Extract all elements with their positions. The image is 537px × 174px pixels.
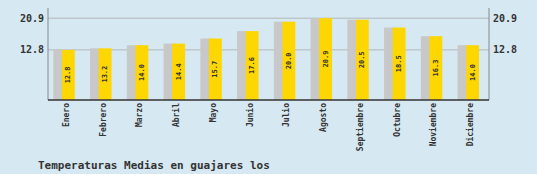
bar: [62, 50, 75, 100]
x-tick-label: Septiembre: [355, 103, 365, 151]
x-tick-label: Abril: [171, 103, 181, 127]
x-tick-label: Diciembre: [465, 103, 475, 147]
data-label: 15.7: [211, 61, 219, 78]
y-tick-label: 12.8: [20, 44, 44, 55]
x-tick-label: Febrero: [99, 103, 108, 137]
title: Temperaturas Medias en guajares los: [38, 159, 270, 172]
bar: [172, 44, 185, 100]
y2-axis-line: [489, 8, 490, 100]
bar: [429, 36, 442, 100]
bar: [135, 45, 148, 100]
x-tick-label: Agosto: [319, 103, 328, 132]
data-label: 12.8: [64, 67, 72, 84]
background: [0, 0, 537, 174]
bar: [246, 31, 259, 100]
y-axis-line: [48, 8, 49, 100]
bar: [356, 20, 369, 100]
data-label: 20.0: [285, 52, 293, 69]
data-label: 14.4: [175, 63, 183, 80]
data-label: 17.6: [248, 57, 256, 74]
data-label: 20.5: [358, 51, 366, 68]
data-label: 13.2: [101, 66, 109, 83]
grid-line: [48, 18, 489, 19]
bar: [282, 22, 295, 100]
y2-tick-label: 20.9: [493, 13, 517, 24]
data-label: 18.5: [395, 55, 403, 72]
bar: [466, 45, 479, 100]
x-tick-label: Enero: [62, 103, 71, 127]
data-label: 14.0: [138, 64, 146, 81]
bar: [393, 28, 406, 100]
x-tick-label: Junio: [245, 103, 255, 127]
x-axis-line: [48, 99, 489, 101]
y-tick-label: 20.9: [20, 13, 44, 24]
x-tick-label: Noviembre: [428, 103, 438, 147]
bar: [209, 39, 222, 100]
y2-tick-label: 12.8: [493, 44, 517, 55]
bar: [99, 48, 112, 100]
data-label: 16.3: [432, 60, 440, 77]
bar: [319, 18, 332, 100]
bars: [53, 18, 479, 100]
x-tick-label: Marzo: [135, 103, 144, 127]
x-tick-label: Octubre: [393, 103, 402, 137]
data-label: 14.0: [469, 64, 477, 81]
data-label: 20.9: [322, 51, 330, 68]
x-tick-label: Mayo: [209, 103, 218, 122]
x-tick-label: Julio: [281, 103, 291, 127]
chart: 12.8 13.2 14.0 14.4 15.7 17.6 20.0 20.9 20.5 18.5…: [0, 0, 537, 174]
